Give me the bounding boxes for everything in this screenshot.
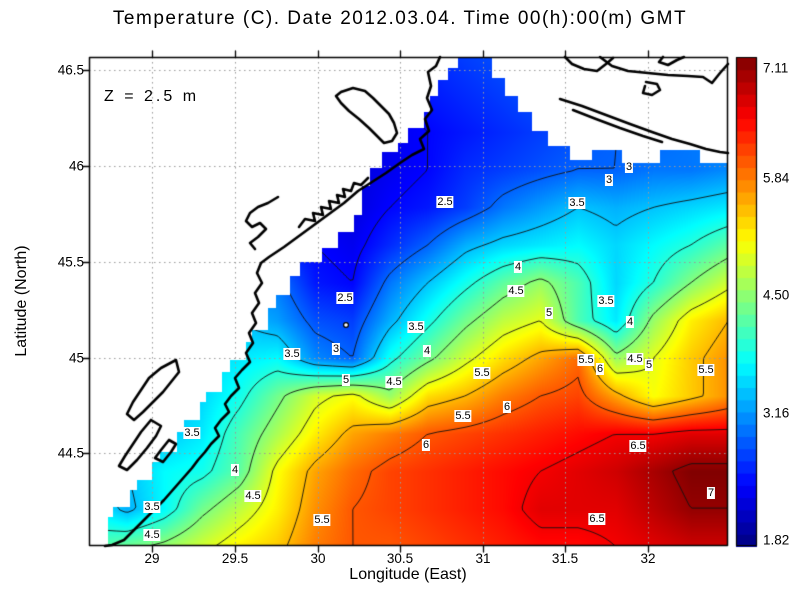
x-tick-label: 29.5 (221, 551, 249, 566)
contour-label: 4.5 (626, 353, 644, 365)
contour-label: 5.5 (313, 514, 331, 526)
contour-label: 3.5 (568, 197, 586, 209)
contour-label: 6 (502, 401, 512, 413)
y-tick-label: 44.5 (57, 445, 84, 461)
chart-title: Temperature (C). Date 2012.03.04. Time 0… (112, 8, 688, 29)
contour-label: 4 (513, 261, 523, 273)
contour-label: 4.5 (507, 285, 525, 297)
contour-label: 5.5 (697, 364, 715, 376)
contour-label: 3.5 (597, 295, 615, 307)
x-axis-label: Longitude (East) (349, 566, 467, 583)
contour-label: 3.5 (183, 427, 201, 439)
y-tick-label: 46 (68, 158, 84, 174)
contour-label: 5.5 (454, 410, 472, 422)
contour-label: 3 (624, 161, 634, 173)
colorbar-tick-label: 1.82 (763, 532, 790, 548)
contour-label: 3 (604, 174, 614, 186)
contour-label: 2.5 (436, 196, 454, 208)
colorbar-tick-label: 5.84 (763, 170, 790, 186)
contour-label: 6 (421, 439, 431, 451)
y-tick-label: 45.5 (57, 254, 84, 270)
contour-label: 4 (422, 345, 432, 357)
contour-label: 6.5 (588, 513, 606, 525)
x-tick-label: 31.5 (551, 551, 579, 566)
x-tick-label: 30.5 (386, 551, 414, 566)
contour-label: 2.5 (336, 292, 354, 304)
colorbar-tick-label: 4.50 (763, 287, 790, 303)
contour-label: 5 (341, 374, 351, 386)
contour-label: 5.5 (577, 354, 595, 366)
x-tick-label: 32 (640, 551, 656, 566)
y-tick-label: 45 (68, 350, 84, 366)
depth-annotation: Z = 2.5 m (104, 88, 200, 105)
contour-label: 7 (706, 487, 716, 499)
contour-label: 3 (331, 343, 341, 355)
contour-label: 6 (595, 363, 605, 375)
contour-label: 3.5 (407, 321, 425, 333)
x-tick-label: 30 (310, 551, 326, 566)
contour-label: 3.5 (143, 501, 161, 513)
x-tick-label: 31 (475, 551, 491, 566)
contour-label: 4.5 (244, 490, 262, 502)
contour-label: 4 (625, 316, 635, 328)
contour-label: 5 (644, 359, 654, 371)
y-tick-label: 46.5 (57, 62, 84, 78)
colorbar-tick-label: 7.11 (763, 60, 789, 76)
y-axis-label: Latitude (North) (13, 245, 30, 357)
x-tick-label: 29 (144, 551, 160, 566)
contour-label: 5.5 (473, 367, 491, 379)
contour-label: 4 (230, 464, 240, 476)
contour-label: 6.5 (629, 440, 647, 452)
contour-label: 3.5 (283, 348, 301, 360)
contour-label: 4.5 (385, 376, 403, 388)
colorbar-tick-label: 3.16 (763, 405, 790, 421)
contour-label: 4.5 (143, 529, 161, 541)
contour-label: 5 (544, 307, 554, 319)
